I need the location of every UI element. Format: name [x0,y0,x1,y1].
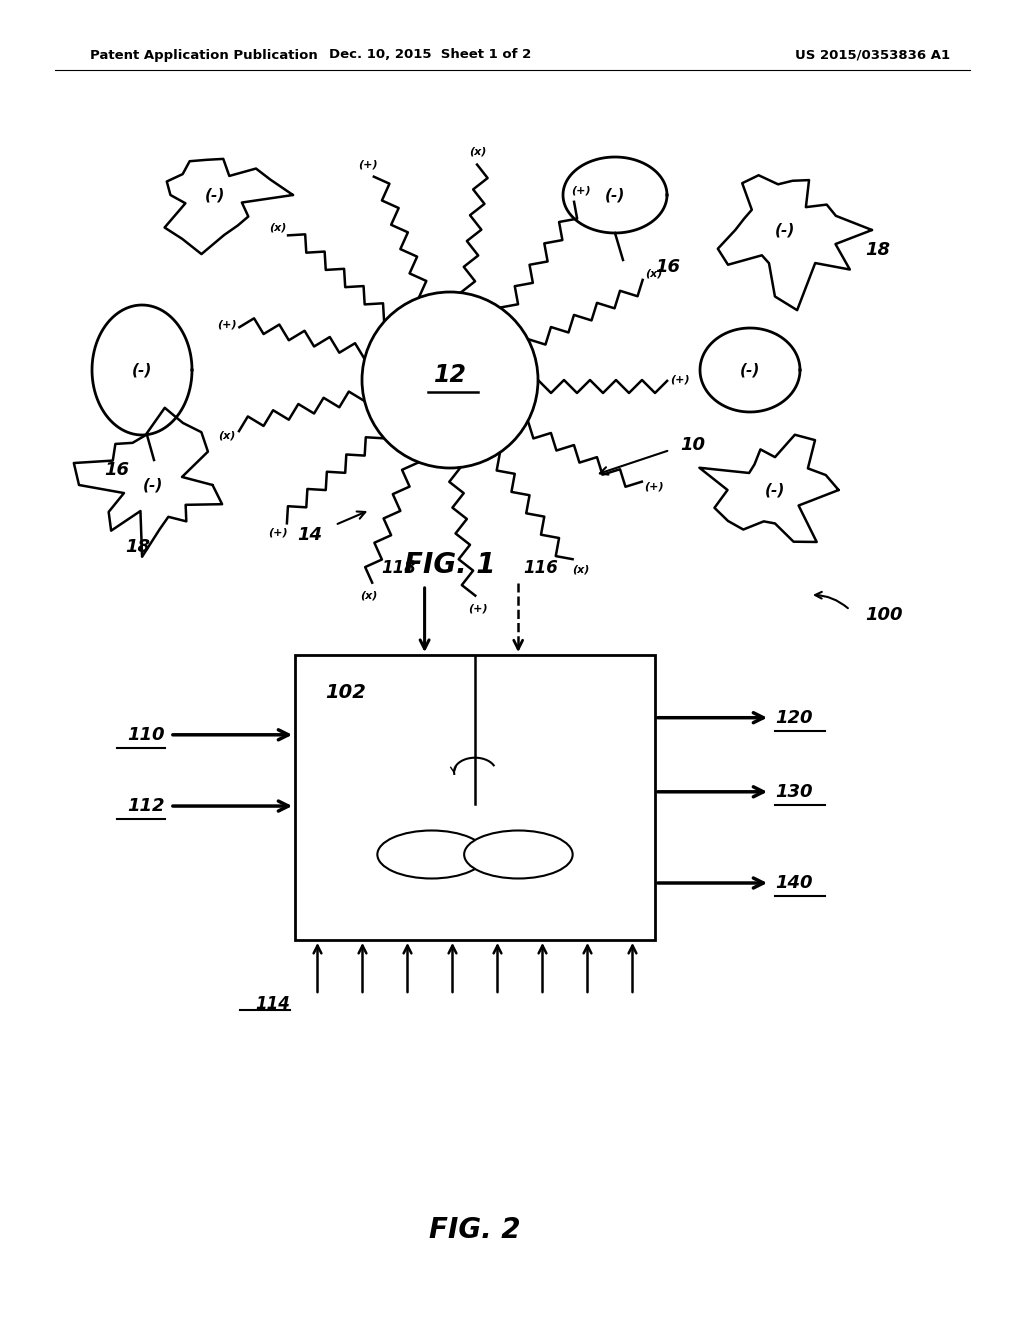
Text: 118: 118 [382,558,417,577]
Text: (-): (-) [605,187,626,202]
Text: 110: 110 [128,726,165,743]
Text: (-): (-) [765,483,785,498]
Text: (x): (x) [469,147,486,157]
Text: (x): (x) [269,223,287,232]
Text: (+): (+) [570,186,591,195]
Text: 100: 100 [865,606,902,624]
Text: (x): (x) [359,590,377,601]
Text: 116: 116 [523,558,558,577]
Text: 10: 10 [680,436,705,454]
Text: 114: 114 [255,995,290,1012]
Text: 18: 18 [865,242,890,259]
Circle shape [362,292,538,469]
Text: (+): (+) [644,482,664,492]
Text: 140: 140 [775,874,812,892]
Text: (-): (-) [205,187,225,202]
Text: Patent Application Publication: Patent Application Publication [90,49,317,62]
Text: 12: 12 [433,363,467,387]
Text: (x): (x) [218,430,236,440]
Text: Dec. 10, 2015  Sheet 1 of 2: Dec. 10, 2015 Sheet 1 of 2 [329,49,531,62]
Text: (-): (-) [739,363,760,378]
Text: FIG. 1: FIG. 1 [404,550,496,579]
Text: (x): (x) [572,564,590,574]
Text: 16: 16 [104,461,129,479]
Text: 130: 130 [775,783,812,801]
Text: (-): (-) [775,223,796,238]
Ellipse shape [378,830,485,879]
Text: 112: 112 [128,797,165,814]
Text: (+): (+) [670,375,690,385]
Text: (+): (+) [268,528,288,537]
Text: (+): (+) [358,160,378,170]
Text: 102: 102 [325,682,366,702]
Ellipse shape [464,830,572,879]
Text: (+): (+) [468,603,487,614]
Text: (-): (-) [132,363,153,378]
Text: 18: 18 [126,539,151,556]
Text: 14: 14 [298,525,323,544]
Text: (x): (x) [645,268,663,279]
Text: 120: 120 [775,709,812,727]
Text: US 2015/0353836 A1: US 2015/0353836 A1 [795,49,950,62]
Text: (+): (+) [217,319,237,330]
Text: 16: 16 [655,257,680,276]
Bar [295,655,655,940]
Text: FIG. 2: FIG. 2 [429,1216,521,1243]
Text: (-): (-) [142,478,163,492]
